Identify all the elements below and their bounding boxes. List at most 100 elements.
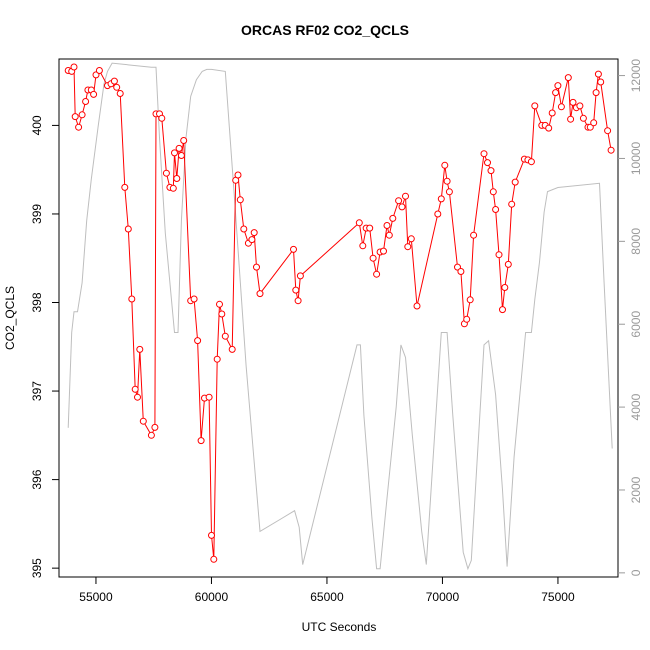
co2-data-point <box>71 113 79 121</box>
x-axis-label: UTC Seconds <box>302 620 377 634</box>
co2-data-point <box>136 345 144 353</box>
co2-data-point <box>240 225 248 233</box>
co2-data-point <box>290 245 297 253</box>
co2-data-point <box>90 90 98 98</box>
co2-data-point <box>169 184 177 192</box>
co2-data-point <box>197 437 205 445</box>
co2-data-point <box>441 161 449 169</box>
co2-data-point <box>492 206 500 213</box>
y2-tick-label: 8000 <box>629 228 643 255</box>
co2-data-point <box>177 152 185 159</box>
co2-data-point <box>463 315 471 323</box>
co2-data-point <box>355 219 363 227</box>
y2-tick-label: 12000 <box>629 59 643 93</box>
co2-data-point <box>495 251 503 259</box>
co2-data-point <box>504 260 512 268</box>
y-tick-label: 398 <box>30 292 44 312</box>
co2-data-point <box>398 203 406 211</box>
co2-data-point <box>480 150 488 158</box>
co2-data-point <box>113 83 121 91</box>
x-tick-label: 55000 <box>79 590 113 604</box>
co2-data-point <box>590 119 598 127</box>
co2-data-point <box>434 210 442 218</box>
secondary-series-line <box>67 62 613 571</box>
co2-data-point <box>487 167 495 175</box>
x-tick-label: 65000 <box>310 590 344 604</box>
co2-data-point <box>604 127 612 135</box>
co2-data-point <box>134 393 141 401</box>
co2-data-point <box>402 192 409 200</box>
co2-data-point <box>128 295 136 303</box>
co2-data-point <box>234 171 242 179</box>
y-tick-label: 396 <box>30 469 44 489</box>
y2-tick-label: 2000 <box>629 476 643 503</box>
co2-data-point <box>236 196 244 204</box>
co2-data-point <box>190 295 198 303</box>
co2-data-point <box>116 90 124 97</box>
co2-data-point <box>294 297 302 305</box>
chart-title: ORCAS RF02 CO2_QCLS <box>241 22 409 38</box>
co2-data-point <box>569 98 577 106</box>
co2-data-point <box>158 114 166 122</box>
co2-data-point <box>221 332 229 340</box>
co2-data-point <box>121 183 129 191</box>
co2-data-point <box>208 531 215 539</box>
co2-data-point <box>607 146 615 154</box>
co2-data-point <box>218 310 226 318</box>
axes: 55000 60000 65000 70000 75000395396397398399… <box>30 58 643 604</box>
co2-data-point <box>597 78 605 86</box>
co2-data-point <box>139 417 147 425</box>
co2-data-point <box>110 77 118 85</box>
co2-data-point <box>457 268 465 275</box>
co2-data-point <box>499 306 506 314</box>
secondary-series <box>67 62 613 571</box>
co2-data-point <box>445 188 453 196</box>
y2-tick-label: 10000 <box>629 141 643 175</box>
co2-data-point <box>256 290 264 298</box>
co2-data-point <box>489 188 497 196</box>
co2-data-point <box>592 89 600 97</box>
co2-data-point <box>296 272 304 280</box>
co2-data-point <box>292 286 300 294</box>
co2-data-point <box>373 270 381 278</box>
co2-data-point <box>501 284 509 291</box>
co2-data-point <box>210 555 218 563</box>
co2-data-point <box>366 224 374 232</box>
co2-data-point <box>564 74 572 82</box>
y2-tick-label: 0 <box>629 569 643 576</box>
co2-data-point <box>70 63 78 71</box>
co2-data-point <box>470 231 478 239</box>
co2-data-point <box>248 236 256 244</box>
co2-data-point <box>594 70 602 78</box>
y-tick-label: 397 <box>30 381 44 401</box>
co2-data-point <box>213 355 221 363</box>
co2-data-point <box>404 243 412 251</box>
co2-data-point <box>385 231 393 239</box>
co2-data-point <box>171 149 178 157</box>
x-tick-label: 60000 <box>195 590 229 604</box>
co2-data-point <box>162 169 170 177</box>
co2-data-point <box>545 124 553 132</box>
co2-data-point <box>576 102 584 110</box>
co2-data-point <box>552 89 560 97</box>
co2-data-point <box>175 144 183 152</box>
co2-series <box>64 63 615 563</box>
co2-data-point <box>548 109 556 117</box>
co2-data-point <box>151 423 159 431</box>
co2-data-point <box>369 254 377 262</box>
co2-data-point <box>82 98 90 105</box>
co2-data-point <box>511 178 519 186</box>
co2-data-point <box>383 222 391 229</box>
co2-data-point <box>554 82 562 90</box>
co2-data-point <box>466 296 474 304</box>
x-tick-label: 70000 <box>426 590 460 604</box>
co2-data-point <box>147 431 155 439</box>
co2-data-point <box>253 263 260 271</box>
y-tick-label: 399 <box>30 204 44 224</box>
co2-data-point <box>407 235 415 243</box>
co2-data-point <box>508 200 516 208</box>
co2-data-point <box>557 103 565 111</box>
co2-data-point <box>75 123 83 131</box>
